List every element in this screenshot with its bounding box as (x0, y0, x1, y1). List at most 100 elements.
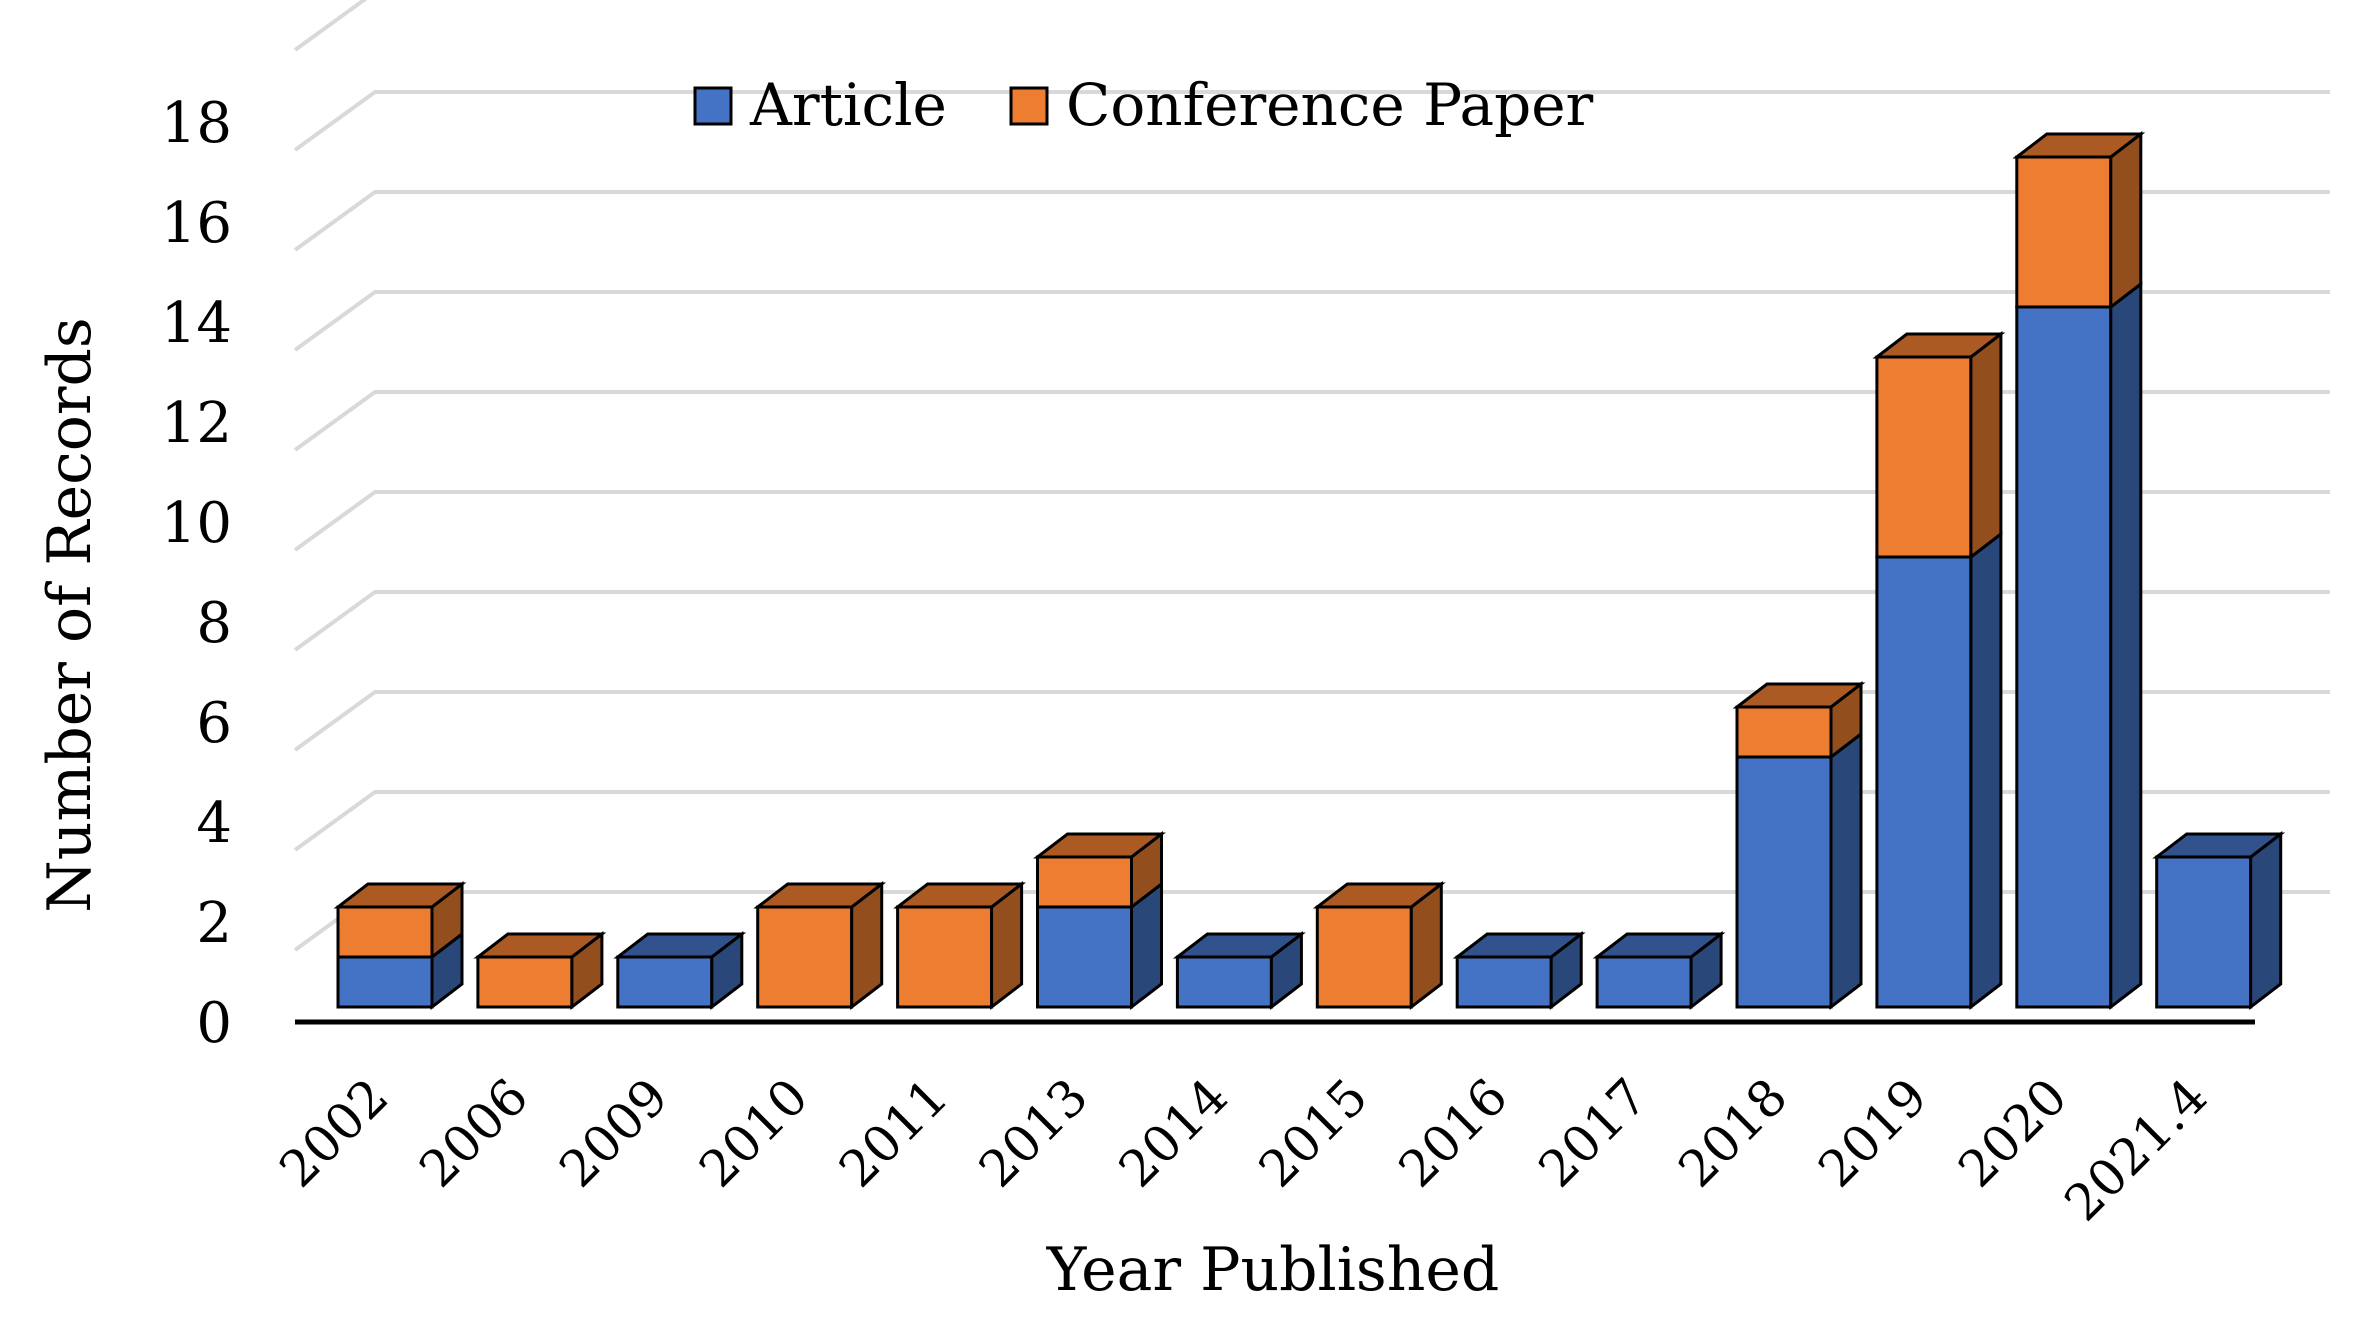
x-tick-label: 2018 (1667, 1067, 1798, 1198)
x-tick-labels: 2002 2006 2009 2010 2011 2013 2014 2015 2016 2017… (268, 1067, 2218, 1232)
bar-group-2002 (333, 880, 467, 1011)
bar-top-2016 (1452, 932, 1586, 959)
x-tick-label: 2017 (1528, 1067, 1659, 1198)
gridline (293, 790, 2330, 852)
x-tick-label: 2010 (688, 1067, 819, 1198)
x-tick-label: 2006 (408, 1067, 539, 1198)
legend-label-article: Article (749, 71, 947, 139)
gridline (293, 290, 2330, 352)
x-tick-label: 2016 (1388, 1067, 1519, 1198)
legend-label-conference-paper: Conference Paper (1066, 71, 1594, 139)
bar-group-2021-4 (2152, 830, 2286, 1011)
y-tick-labels: 0 2 4 6 8 10 12 14 16 18 (161, 91, 232, 1056)
gridline (293, 390, 2330, 452)
legend: Article Conference Paper (693, 71, 1594, 139)
gridline (293, 490, 2330, 552)
y-tick-label: 18 (161, 91, 232, 156)
bar-conference-paper-2020 (2015, 155, 2113, 309)
bar-article-2017 (1595, 955, 1693, 1009)
x-tick-label: 2009 (548, 1067, 679, 1198)
bar-article-2020-side (2109, 280, 2143, 1011)
y-tick-label: 8 (196, 591, 232, 656)
y-tick-label: 14 (161, 291, 232, 356)
bar-article-2021-4-side (2249, 830, 2283, 1011)
bar-group-2009 (613, 930, 747, 1011)
bar-conference-paper-2019 (1875, 355, 1973, 559)
bar-group-2006 (473, 930, 607, 1011)
bar-conference-paper-2018 (1735, 705, 1833, 759)
bar-article-2018-side (1829, 730, 1863, 1011)
gridline (293, 0, 368, 52)
bar-article-2002 (336, 955, 434, 1009)
bar-top-2018 (1732, 682, 1866, 709)
bar-conference-paper-2002 (336, 905, 434, 959)
bar-article-2021-4 (2155, 855, 2253, 1009)
bar-article-2018 (1735, 755, 1833, 1009)
bar-top-2010 (753, 882, 887, 909)
bar-article-2020 (2015, 305, 2113, 1009)
bar-top-2017 (1592, 932, 1726, 959)
bar-group-2019 (1872, 330, 2006, 1011)
x-tick-label: 2020 (1947, 1067, 2078, 1198)
bar-conference-paper-2011 (896, 905, 994, 1009)
bar-group-2015 (1312, 880, 1446, 1011)
x-tick-label: 2019 (1807, 1067, 1938, 1198)
y-axis-title: Number of Records (35, 317, 105, 912)
x-tick-label: 2002 (268, 1067, 399, 1198)
bar-article-2019 (1875, 555, 1973, 1009)
legend-item-conference-paper: Conference Paper (1009, 71, 1594, 139)
x-tick-label: 2011 (828, 1067, 959, 1198)
bar-top-2014 (1172, 932, 1306, 959)
bar-group-2017 (1592, 930, 1726, 1011)
bar-article-2013 (1036, 905, 1133, 1009)
bar-top-2013 (1033, 832, 1166, 859)
y-tick-label: 6 (196, 691, 232, 756)
y-tick-label: 0 (196, 991, 232, 1056)
bar-group-2016 (1452, 930, 1586, 1011)
x-axis-title: Year Published (1046, 1235, 1500, 1305)
bar-conference-paper-2019-side (1969, 330, 2003, 561)
gridline (293, 190, 2330, 252)
x-tick-label: 2015 (1248, 1067, 1379, 1198)
legend-swatch-article (693, 86, 733, 126)
bars (333, 130, 2286, 1011)
bar-top-2011 (893, 882, 1027, 909)
legend-swatch-conference-paper (1009, 86, 1049, 126)
gridline (293, 690, 2330, 752)
bar-article-2019-side (1969, 530, 2003, 1011)
y-tick-label: 4 (196, 791, 232, 856)
bar-top-2021-4 (2152, 832, 2286, 859)
gridlines (293, 0, 2330, 952)
bar-conference-paper-2013 (1036, 855, 1133, 909)
bar-article-2009 (616, 955, 714, 1009)
bar-group-2014 (1172, 930, 1306, 1011)
bar-top-2002 (333, 882, 467, 909)
gridline (293, 590, 2330, 652)
y-tick-label: 12 (161, 391, 232, 456)
x-tick-label: 2021.4 (2053, 1067, 2218, 1232)
bar-top-2020 (2012, 132, 2146, 159)
bar-conference-paper-2020-side (2109, 130, 2143, 311)
bar-article-2016 (1455, 955, 1553, 1009)
bar-top-2019 (1872, 332, 2006, 359)
bar-group-2011 (893, 880, 1027, 1011)
bar-top-2006 (473, 932, 607, 959)
bar-group-2013 (1033, 830, 1166, 1011)
bar-group-2018 (1732, 680, 1866, 1011)
bar-article-2014 (1175, 955, 1273, 1009)
y-tick-label: 10 (161, 491, 232, 556)
x-tick-label: 2013 (968, 1067, 1099, 1198)
bar-conference-paper-2006 (476, 955, 574, 1009)
bar-group-2020 (2012, 130, 2146, 1011)
bar-top-2015 (1312, 882, 1446, 909)
gridline (293, 90, 2330, 152)
y-tick-label: 16 (161, 191, 232, 256)
x-tick-label: 2014 (1108, 1067, 1239, 1198)
bar-conference-paper-2010 (756, 905, 854, 1009)
bar-conference-paper-2015 (1315, 905, 1413, 1009)
bar-top-2009 (613, 932, 747, 959)
y-tick-label: 2 (196, 891, 232, 956)
bar-group-2010 (753, 880, 887, 1011)
legend-item-article: Article (693, 71, 947, 139)
